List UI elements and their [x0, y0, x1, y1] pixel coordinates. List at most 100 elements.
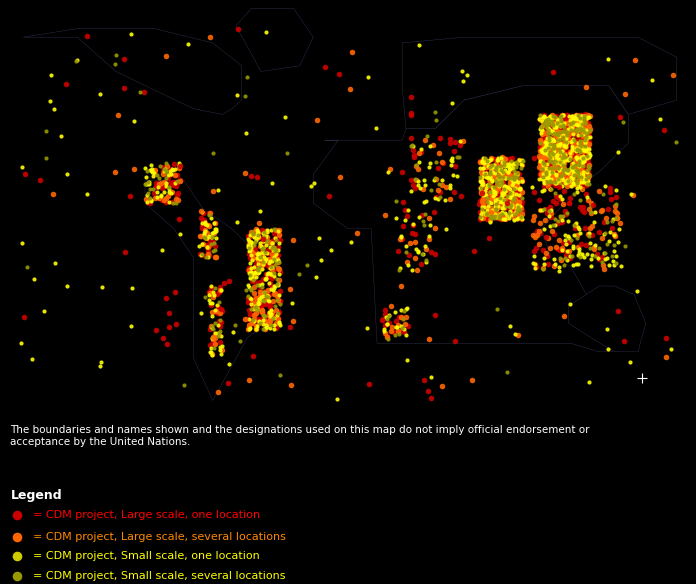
Point — [406, 175, 417, 184]
Point — [606, 194, 617, 203]
Point — [514, 211, 525, 220]
Point — [174, 163, 185, 172]
Point — [550, 163, 561, 172]
Point — [167, 180, 178, 190]
Point — [251, 172, 262, 182]
Point — [541, 208, 553, 218]
Point — [215, 286, 226, 295]
Point — [263, 308, 274, 318]
Point — [495, 155, 506, 165]
Point — [245, 273, 256, 282]
Point — [477, 164, 489, 173]
Point — [150, 183, 161, 192]
Point — [413, 176, 424, 185]
Point — [577, 164, 588, 173]
Point — [202, 242, 213, 252]
Point — [506, 180, 517, 190]
Point — [563, 111, 574, 120]
Point — [253, 232, 264, 241]
Point — [215, 350, 226, 359]
Point — [560, 239, 571, 249]
Point — [542, 181, 553, 190]
Point — [418, 176, 429, 185]
Point — [395, 234, 406, 244]
Point — [498, 160, 509, 169]
Point — [507, 176, 519, 185]
Point — [145, 198, 156, 207]
Point — [514, 201, 525, 211]
Point — [262, 296, 274, 305]
Point — [381, 313, 392, 322]
Point — [255, 285, 266, 294]
Point — [564, 178, 575, 187]
Point — [118, 54, 129, 63]
Point — [557, 134, 568, 143]
Point — [535, 158, 546, 167]
Point — [554, 262, 565, 272]
Point — [559, 152, 570, 161]
Point — [410, 229, 421, 238]
Point — [569, 148, 580, 157]
Point — [495, 155, 506, 164]
Point — [575, 157, 586, 166]
Point — [259, 274, 270, 284]
Point — [408, 152, 419, 162]
Point — [270, 236, 281, 245]
Point — [258, 231, 269, 240]
Point — [539, 140, 551, 150]
Point — [568, 178, 579, 187]
Point — [403, 321, 414, 330]
Point — [263, 318, 274, 328]
Point — [516, 215, 527, 224]
Point — [499, 181, 510, 190]
Point — [583, 121, 594, 131]
Point — [578, 137, 589, 146]
Point — [222, 378, 233, 388]
Point — [12, 532, 23, 541]
Point — [147, 171, 158, 180]
Point — [581, 131, 592, 140]
Point — [578, 111, 590, 120]
Point — [597, 257, 608, 266]
Point — [204, 287, 215, 297]
Point — [555, 153, 566, 162]
Point — [158, 164, 169, 173]
Point — [481, 157, 492, 166]
Polygon shape — [569, 286, 646, 352]
Point — [247, 229, 258, 238]
Polygon shape — [313, 86, 628, 352]
Point — [546, 110, 557, 120]
Point — [508, 185, 519, 194]
Point — [253, 231, 264, 241]
Point — [540, 141, 551, 150]
Point — [516, 187, 528, 197]
Point — [551, 154, 562, 164]
Point — [571, 169, 583, 179]
Point — [537, 170, 548, 179]
Point — [557, 144, 569, 153]
Point — [554, 135, 565, 145]
Point — [573, 143, 584, 152]
Point — [488, 209, 499, 218]
Point — [582, 145, 593, 154]
Point — [539, 113, 551, 123]
Point — [551, 118, 562, 127]
Point — [505, 158, 516, 168]
Point — [539, 148, 550, 158]
Point — [574, 161, 585, 171]
Point — [266, 310, 277, 319]
Point — [558, 139, 569, 148]
Point — [535, 144, 546, 154]
Point — [536, 145, 547, 155]
Point — [268, 224, 279, 234]
Point — [493, 162, 505, 171]
Point — [505, 185, 516, 194]
Point — [207, 233, 218, 242]
Point — [474, 213, 485, 222]
Point — [494, 193, 505, 203]
Point — [275, 267, 286, 276]
Point — [565, 116, 576, 126]
Point — [535, 113, 546, 122]
Point — [510, 187, 521, 196]
Point — [246, 270, 258, 279]
